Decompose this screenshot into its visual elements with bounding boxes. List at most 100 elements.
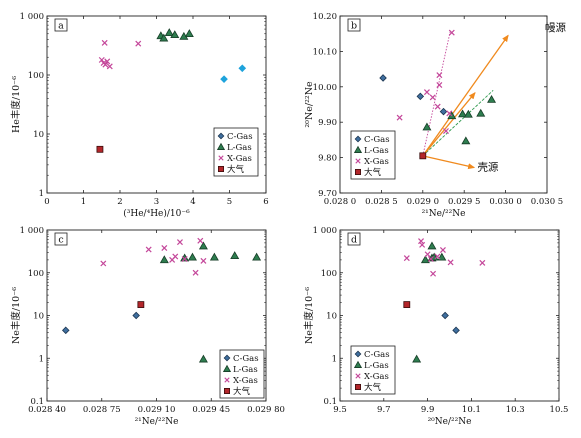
x-tick-label: 6 [263, 197, 268, 207]
legend-marker [354, 135, 362, 143]
x-tick-label: 5 [227, 197, 232, 207]
data-point-x-gas [192, 269, 199, 276]
y-tick-label: 10.00 [313, 83, 337, 93]
data-point-x-gas [100, 260, 107, 267]
legend-item-label: L-Gas [227, 143, 252, 153]
y-axis-label: Ne丰度/10⁻⁶ [10, 287, 22, 344]
y-tick-label: 9.80 [318, 154, 337, 164]
legend-marker [216, 142, 226, 150]
series-x-gas [98, 39, 142, 70]
data-point-l-gas [170, 30, 180, 39]
data-point-x-gas [176, 239, 183, 246]
legend-item-label: L-Gas [364, 361, 389, 371]
y-tick-label: 10.20 [313, 12, 337, 22]
legend-marker [223, 354, 231, 362]
y-tick-label: 9.90 [318, 118, 337, 128]
data-point-x-gas [479, 259, 486, 266]
plot-frame [339, 15, 548, 194]
data-point-l-gas [164, 28, 174, 37]
series-c-gas [220, 64, 247, 83]
data-point-x-gas [396, 114, 403, 121]
data-point-c-gas [220, 75, 228, 83]
data-point-l-gas [476, 108, 486, 117]
data-point-大气 [403, 301, 411, 308]
legend-item-label: X-Gas [227, 154, 252, 164]
panel-c: 0.028 40 0.028 75 0.029 10 0.029 45 0.029 80… [10, 226, 285, 427]
series-c-gas [441, 311, 460, 335]
legend-item-label: 大气 [364, 167, 382, 178]
y-tick-label: 9.70 [318, 189, 337, 199]
x-tick-label: 0.028 75 [83, 405, 121, 415]
series-x-gas [396, 29, 455, 135]
data-point-l-gas [159, 255, 169, 264]
data-point-l-gas [187, 252, 197, 261]
data-point-x-gas [145, 246, 152, 253]
mixing-line-l [422, 90, 494, 157]
x-tick-label: 10.5 [550, 405, 569, 415]
data-point-x-gas [446, 110, 453, 117]
arrow-to-mantle-1 [422, 92, 476, 157]
data-point-l-gas [422, 122, 432, 131]
legend-marker [224, 377, 230, 383]
x-tick-label: 3 [154, 197, 159, 207]
data-point-l-gas [184, 29, 194, 38]
data-point-l-gas [230, 251, 240, 259]
x-axis-label: (³He/⁴He)/10⁻⁶ [123, 208, 190, 219]
x-tick-label: 0.029 0 [407, 197, 439, 207]
y-tick-label: 100 [321, 269, 337, 279]
x-tick-label: 9.5 [333, 405, 347, 415]
panel-label-box [347, 18, 361, 32]
data-point-x-gas [106, 63, 113, 70]
data-point-x-gas [419, 241, 426, 248]
panel-label: b [351, 21, 357, 32]
series-x-gas [403, 238, 486, 277]
legend-item-label: C-Gas [364, 350, 390, 360]
legend-item-label: L-Gas [364, 146, 389, 156]
y-tick-label: 1 000 [313, 226, 337, 236]
x-tick-label: 0 [44, 197, 49, 207]
mixing-line-x [422, 31, 451, 156]
series-x-gas [100, 237, 207, 276]
legend-item-label: L-Gas [233, 365, 258, 375]
y-axis-label: He丰度/10⁻⁶ [10, 76, 22, 133]
panel-d: 9.5 9.7 9.9 10.1 10.3 10.5 0.1 1 10 100 1 000 ²⁰Ne/… [303, 226, 568, 427]
x-axis-label: ²¹Ne/²²Ne [135, 417, 179, 427]
legend-marker [354, 383, 361, 390]
x-axis-label: ²⁰Ne/²²Ne [428, 417, 472, 427]
legend-marker [354, 168, 361, 175]
y-axis-label: Ne丰度/10⁻⁶ [303, 287, 315, 344]
data-point-x-gas [101, 39, 108, 46]
x-tick-label: 0.029 80 [247, 405, 285, 415]
data-point-x-gas [423, 89, 430, 96]
y-tick-label: 100 [28, 269, 44, 279]
data-point-c-gas [439, 107, 448, 116]
data-point-l-gas [463, 109, 473, 118]
legend-item-label: 大气 [233, 386, 251, 397]
legend-marker [353, 360, 363, 368]
y-tick-label: 0.1 [323, 397, 337, 407]
series-c-gas [62, 311, 140, 335]
data-point-x-gas [434, 103, 441, 110]
series-大气 [96, 145, 104, 153]
data-point-x-gas [135, 40, 142, 47]
y-tick-label: 10 [326, 312, 337, 322]
y-tick-label: 10 [33, 312, 44, 322]
x-tick-label: 4 [190, 197, 195, 207]
data-point-x-gas [181, 255, 188, 262]
data-point-c-gas [452, 326, 460, 335]
x-tick-label: 2 [117, 197, 122, 207]
x-tick-label: 10.3 [506, 405, 525, 415]
legend-item-label: C-Gas [227, 132, 253, 142]
panel-b: 0.028 0 0.028 5 0.029 0 0.029 5 0.030 0 0.030… [304, 12, 566, 219]
y-tick-label: 1 000 [20, 226, 44, 236]
data-point-x-gas [436, 72, 443, 79]
data-point-x-gas [200, 257, 207, 264]
x-tick-label: 0.030 0 [489, 197, 521, 207]
x-tick-label: 0.029 5 [448, 197, 480, 207]
y-tick-label: 10.10 [313, 47, 337, 57]
data-point-x-gas [439, 247, 446, 254]
